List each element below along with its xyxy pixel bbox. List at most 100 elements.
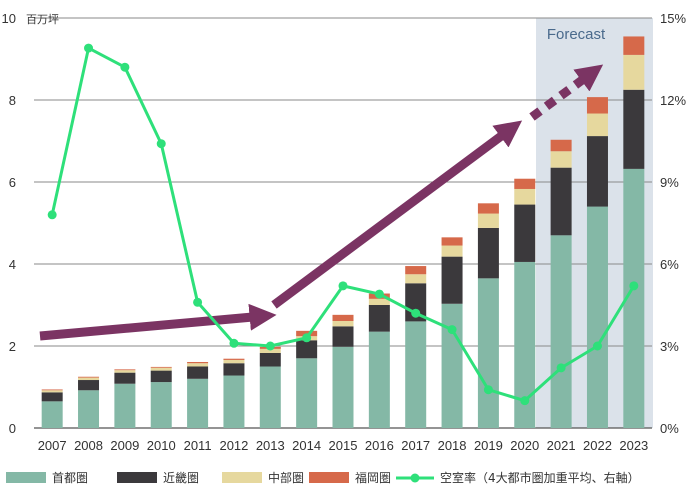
bar-2017-series-2 bbox=[405, 274, 427, 284]
vacancy-point-2008 bbox=[84, 43, 94, 53]
bar-2009-series-0 bbox=[114, 383, 136, 428]
bar-2021-series-0 bbox=[550, 235, 572, 428]
vacancy-point-2016 bbox=[374, 289, 384, 299]
bar-2012-series-3 bbox=[223, 358, 245, 360]
bar-2015-series-2 bbox=[332, 320, 354, 327]
bar-2020-series-1 bbox=[514, 204, 536, 262]
vacancy-point-2022 bbox=[592, 341, 602, 351]
bar-2011-series-2 bbox=[187, 363, 209, 367]
bar-2018-series-1 bbox=[441, 256, 463, 304]
bar-area bbox=[41, 36, 645, 428]
bar-2017-series-3 bbox=[405, 266, 427, 275]
x-tick-label: 2009 bbox=[110, 438, 139, 453]
bar-2010-series-0 bbox=[150, 382, 172, 428]
legend-label: 福岡圏 bbox=[355, 470, 391, 485]
forecast-label: Forecast bbox=[547, 26, 606, 43]
bar-2019-series-3 bbox=[477, 203, 499, 214]
bar-2009-series-2 bbox=[114, 370, 136, 373]
axes: 0 2 4 6 8 10 百万坪 0% 3% 6% 9% 12% 15% 2007 2008 2009 2010… bbox=[2, 11, 687, 453]
right-tick-label: 0% bbox=[660, 421, 679, 436]
legend-label: 中部圏 bbox=[268, 470, 304, 485]
bar-2022-series-1 bbox=[586, 136, 608, 207]
x-tick-label: 2022 bbox=[583, 438, 612, 453]
bar-2007-series-0 bbox=[41, 401, 63, 428]
bar-2015-series-1 bbox=[332, 326, 354, 347]
bar-2021-series-2 bbox=[550, 151, 572, 168]
vacancy-point-2013 bbox=[265, 341, 275, 351]
vacancy-rate-series bbox=[47, 43, 639, 406]
bar-2011-series-1 bbox=[187, 366, 209, 379]
bar-2013-series-0 bbox=[259, 366, 281, 428]
x-tick-label: 2016 bbox=[365, 438, 394, 453]
x-tick-label: 2019 bbox=[474, 438, 503, 453]
bar-2014-series-1 bbox=[296, 340, 318, 359]
legend-swatch bbox=[6, 472, 46, 483]
bar-2007-series-2 bbox=[41, 390, 63, 393]
bar-2019-series-2 bbox=[477, 213, 499, 228]
bar-2012-series-1 bbox=[223, 363, 245, 376]
bar-2020-series-3 bbox=[514, 178, 536, 189]
bar-2022-series-3 bbox=[586, 97, 608, 114]
left-tick-label: 6 bbox=[9, 175, 16, 190]
right-tick-label: 3% bbox=[660, 339, 679, 354]
bar-2010-series-3 bbox=[150, 366, 172, 368]
bar-2016-series-2 bbox=[368, 298, 390, 305]
x-tick-label: 2020 bbox=[510, 438, 539, 453]
bar-2008-series-1 bbox=[78, 380, 100, 391]
vacancy-point-2018 bbox=[447, 325, 457, 335]
bar-2021-series-3 bbox=[550, 139, 572, 152]
legend-label: 近畿圏 bbox=[163, 471, 199, 485]
x-tick-label: 2012 bbox=[219, 438, 248, 453]
vacancy-point-2009 bbox=[120, 62, 130, 72]
legend-swatch bbox=[222, 472, 262, 483]
right-tick-label: 15% bbox=[660, 11, 686, 26]
vacancy-point-2020 bbox=[520, 396, 530, 406]
left-axis-unit: 百万坪 bbox=[26, 13, 59, 26]
bar-2020-series-2 bbox=[514, 188, 536, 205]
right-tick-label: 6% bbox=[660, 257, 679, 272]
bar-2020-series-0 bbox=[514, 261, 536, 428]
trend-arrow-1 bbox=[39, 303, 277, 341]
right-tick-label: 9% bbox=[660, 175, 679, 190]
vacancy-point-2017 bbox=[411, 308, 421, 318]
left-tick-label: 10 bbox=[2, 11, 16, 26]
bar-2013-series-2 bbox=[259, 348, 281, 353]
bar-2021-series-1 bbox=[550, 167, 572, 236]
vacancy-point-2021 bbox=[556, 363, 566, 373]
x-tick-label: 2017 bbox=[401, 438, 430, 453]
vacancy-point-2019 bbox=[483, 385, 493, 395]
bar-2023-series-3 bbox=[623, 36, 645, 55]
bar-2009-series-3 bbox=[114, 369, 136, 371]
bar-2018-series-3 bbox=[441, 237, 463, 246]
vacancy-point-2015 bbox=[338, 281, 348, 291]
x-tick-label: 2014 bbox=[292, 438, 321, 453]
x-tick-label: 2018 bbox=[438, 438, 467, 453]
vacancy-point-2012 bbox=[229, 338, 239, 348]
x-tick-label: 2008 bbox=[74, 438, 103, 453]
trend-arrow-3-forecast bbox=[529, 64, 604, 121]
bar-2015-series-0 bbox=[332, 346, 354, 428]
bar-2012-series-2 bbox=[223, 359, 245, 364]
bar-2023-series-2 bbox=[623, 54, 645, 90]
bar-2023-series-0 bbox=[623, 168, 645, 428]
x-tick-label: 2021 bbox=[547, 438, 576, 453]
vacancy-point-2011 bbox=[193, 297, 203, 307]
x-tick-label: 2013 bbox=[256, 438, 285, 453]
bar-2018-series-0 bbox=[441, 303, 463, 428]
bar-2013-series-1 bbox=[259, 352, 281, 367]
bar-2010-series-1 bbox=[150, 370, 172, 383]
legend-label: 空室率（4大都市圏加重平均、右軸） bbox=[440, 470, 640, 485]
legend-label: 首都圏 bbox=[52, 471, 88, 485]
legend-swatch bbox=[117, 472, 157, 483]
left-tick-label: 8 bbox=[9, 93, 16, 108]
bar-2010-series-2 bbox=[150, 367, 172, 371]
bar-2018-series-2 bbox=[441, 245, 463, 257]
x-tick-label: 2023 bbox=[619, 438, 648, 453]
vacancy-point-2014 bbox=[302, 333, 312, 343]
bar-2008-series-2 bbox=[78, 377, 100, 381]
bar-2011-series-3 bbox=[187, 361, 209, 364]
bar-2015-series-3 bbox=[332, 314, 354, 321]
bar-2012-series-0 bbox=[223, 375, 245, 428]
bar-2016-series-0 bbox=[368, 331, 390, 428]
